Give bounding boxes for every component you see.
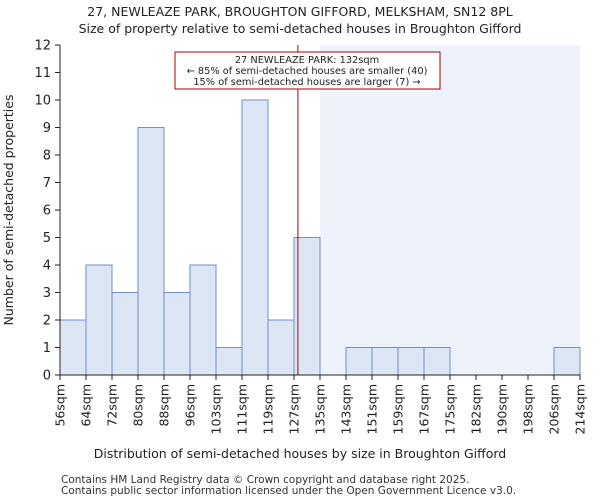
- y-tick-label: 3: [43, 286, 51, 301]
- x-tick-label: 175sqm: [443, 384, 458, 434]
- x-tick-label: 182sqm: [469, 384, 484, 434]
- y-tick-label: 9: [43, 121, 51, 136]
- x-tick-label: 135sqm: [313, 384, 328, 434]
- annotation-line-2: ← 85% of semi-detached houses are smalle…: [187, 66, 428, 77]
- bar-111sqm: [241, 99, 269, 376]
- footer-copyright: Contains HM Land Registry data © Crown c…: [61, 474, 470, 486]
- y-tick-label: 11: [34, 66, 51, 81]
- y-tick-label: 5: [43, 231, 51, 246]
- x-tick-label: 206sqm: [547, 384, 562, 434]
- x-tick-label: 198sqm: [521, 384, 536, 434]
- y-tick-label: 4: [43, 259, 51, 274]
- bar-56sqm: [59, 319, 87, 376]
- bar-159sqm: [397, 347, 425, 376]
- highlight-region: [320, 45, 580, 375]
- bar-80sqm: [137, 127, 165, 376]
- x-tick-label: 103sqm: [209, 384, 224, 434]
- bar-151sqm: [371, 347, 399, 376]
- chart-subtitle: Size of property relative to semi-detach…: [78, 21, 522, 36]
- y-tick-label: 2: [43, 314, 51, 329]
- x-tick-label: 80sqm: [131, 384, 146, 427]
- x-axis-label: Distribution of semi-detached houses by …: [94, 446, 507, 461]
- bar-206sqm: [553, 347, 581, 376]
- bar-72sqm: [111, 292, 139, 376]
- y-tick-label: 10: [34, 94, 51, 109]
- bar-88sqm: [163, 292, 191, 376]
- y-tick-label: 7: [43, 176, 51, 191]
- x-tick-label: 151sqm: [365, 384, 380, 434]
- annotation-box: [174, 51, 441, 90]
- bar-167sqm: [423, 347, 451, 376]
- x-tick-label: 111sqm: [235, 384, 250, 434]
- y-axis-label: Number of semi-detached properties: [1, 95, 16, 326]
- x-tick-label: 88sqm: [157, 384, 172, 427]
- footer-licence: Contains public sector information licen…: [61, 485, 517, 497]
- x-tick-label: 159sqm: [391, 384, 406, 434]
- bar-119sqm: [267, 319, 295, 376]
- y-tick-label: 1: [43, 341, 51, 356]
- bar-143sqm: [345, 347, 373, 376]
- page-title: 27, NEWLEAZE PARK, BROUGHTON GIFFORD, ME…: [87, 4, 513, 19]
- annotation-line-1: 27 NEWLEAZE PARK: 132sqm: [235, 55, 379, 66]
- x-tick-label: 72sqm: [105, 384, 120, 427]
- bar-64sqm: [85, 264, 113, 376]
- x-tick-label: 190sqm: [495, 384, 510, 434]
- y-tick-label: 6: [43, 204, 51, 219]
- y-tick-label: 8: [43, 149, 51, 164]
- bar-96sqm: [189, 264, 217, 376]
- x-tick-label: 119sqm: [261, 384, 276, 434]
- y-tick-label: 12: [34, 39, 51, 54]
- y-tick-label: 0: [43, 369, 51, 384]
- x-tick-label: 64sqm: [79, 384, 94, 427]
- x-tick-label: 143sqm: [339, 384, 354, 434]
- x-tick-label: 96sqm: [183, 384, 198, 427]
- annotation-line-3: 15% of semi-detached houses are larger (…: [193, 77, 420, 88]
- x-tick-label: 127sqm: [287, 384, 302, 434]
- bar-103sqm: [215, 347, 243, 376]
- x-tick-label: 167sqm: [417, 384, 432, 434]
- x-tick-label: 214sqm: [573, 384, 588, 434]
- x-tick-label: 56sqm: [53, 384, 68, 427]
